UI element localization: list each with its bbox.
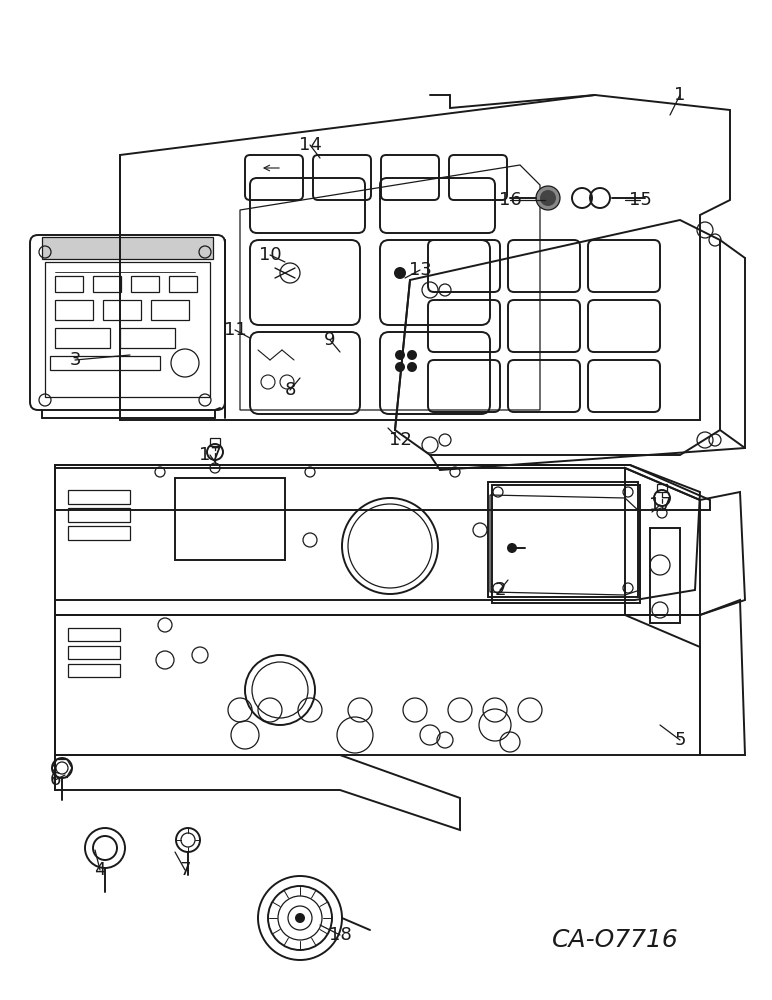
Text: 13: 13 — [408, 261, 432, 279]
Text: 17: 17 — [648, 496, 672, 514]
Bar — [120, 328, 175, 348]
Text: 17: 17 — [198, 446, 222, 464]
Circle shape — [536, 186, 560, 210]
Circle shape — [395, 362, 405, 372]
Bar — [42, 237, 213, 259]
Circle shape — [395, 350, 405, 360]
Bar — [175, 478, 285, 560]
Text: 8: 8 — [284, 381, 296, 399]
Bar — [68, 490, 130, 504]
Bar — [131, 276, 159, 292]
Bar — [50, 356, 160, 370]
Text: 7: 7 — [179, 861, 191, 879]
Text: 2: 2 — [494, 581, 506, 599]
Text: 1: 1 — [674, 86, 686, 104]
Text: 9: 9 — [324, 331, 336, 349]
Text: CA-O7716: CA-O7716 — [552, 928, 679, 952]
Text: 6: 6 — [49, 771, 61, 789]
Bar — [103, 300, 141, 320]
Circle shape — [540, 190, 556, 206]
Bar — [68, 628, 120, 641]
Bar — [488, 482, 638, 597]
Bar — [55, 300, 93, 320]
Text: 5: 5 — [674, 731, 686, 749]
Bar — [45, 262, 210, 397]
Bar — [151, 300, 189, 320]
Bar — [93, 276, 121, 292]
Text: 12: 12 — [388, 431, 411, 449]
Bar — [210, 438, 220, 446]
Text: 11: 11 — [224, 321, 246, 339]
Bar — [650, 528, 680, 623]
Circle shape — [295, 913, 305, 923]
Text: 14: 14 — [299, 136, 321, 154]
Circle shape — [407, 350, 417, 360]
Bar — [55, 276, 83, 292]
Text: 16: 16 — [499, 191, 521, 209]
Bar — [68, 508, 130, 522]
Text: 3: 3 — [69, 351, 81, 369]
Bar — [55, 328, 110, 348]
Bar — [492, 485, 640, 603]
Bar — [169, 276, 197, 292]
Text: 4: 4 — [94, 861, 106, 879]
Bar — [42, 237, 213, 259]
Circle shape — [407, 362, 417, 372]
Text: 18: 18 — [329, 926, 351, 944]
Text: 15: 15 — [628, 191, 652, 209]
Bar — [68, 526, 130, 540]
Bar — [657, 484, 667, 492]
Circle shape — [507, 543, 517, 553]
Bar — [68, 646, 120, 659]
Text: 10: 10 — [259, 246, 281, 264]
Circle shape — [394, 267, 406, 279]
Bar — [68, 664, 120, 677]
